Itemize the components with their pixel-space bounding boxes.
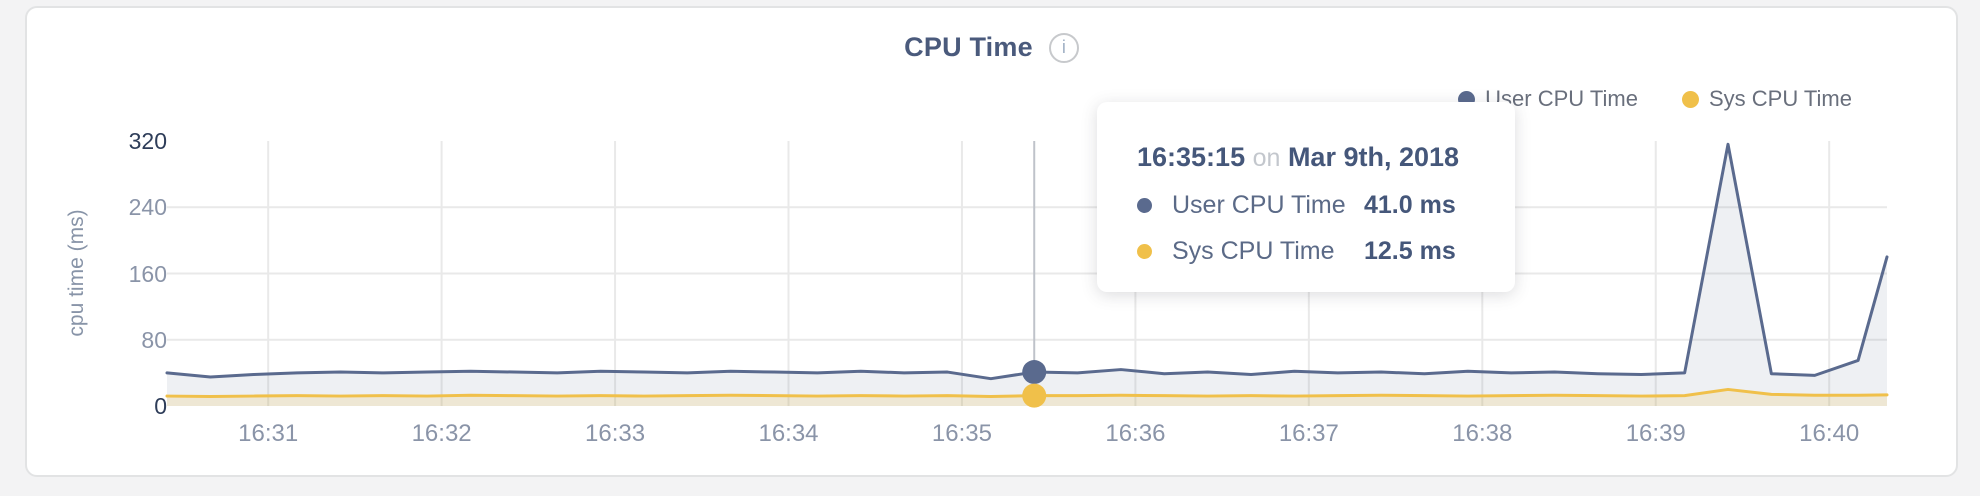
- x-tick-label: 16:38: [1452, 420, 1513, 447]
- x-tick-label: 16:31: [238, 420, 299, 447]
- tooltip-row-label: User CPU Time: [1172, 190, 1346, 219]
- legend-item-sys-cpu-time[interactable]: Sys CPU Time: [1681, 86, 1852, 112]
- x-tick-label: 16:36: [1105, 420, 1166, 447]
- y-tick-label: 320: [128, 128, 167, 154]
- x-tick-label: 16:35: [931, 420, 992, 447]
- tooltip-row-label: Sys CPU Time: [1172, 236, 1335, 265]
- x-tick-label: 16:39: [1625, 420, 1686, 447]
- info-icon[interactable]: i: [1048, 32, 1079, 63]
- page-title: CPU Time: [904, 32, 1033, 62]
- x-tick-label: 16:40: [1799, 420, 1860, 447]
- legend-label: Sys CPU Time: [1708, 86, 1852, 111]
- tooltip-row-sys: Sys CPU Time 12.5 ms: [1137, 235, 1485, 267]
- chart-card: CPU Time i User CPU Time Sys CPU Time cpu…: [25, 6, 1958, 477]
- y-tick-label: 0: [154, 393, 167, 419]
- x-tick-label: 16:37: [1278, 420, 1339, 447]
- highlight-dot-sys: [1022, 383, 1047, 408]
- legend: User CPU Time Sys CPU Time: [1458, 86, 1852, 112]
- chart-plot-area[interactable]: [165, 141, 1889, 408]
- user-cpu-time-area: [167, 144, 1887, 406]
- tooltip-time: 16:35:15: [1137, 142, 1246, 172]
- sys-series-dot: [1137, 243, 1152, 259]
- y-tick-label: 80: [141, 326, 167, 353]
- user-series-dot: [1137, 197, 1152, 213]
- tooltip-title: 16:35:15 on Mar 9th, 2018: [1137, 140, 1485, 175]
- tooltip-row-user: User CPU Time 41.0 ms: [1137, 189, 1485, 221]
- tooltip-connector: on: [1252, 144, 1281, 172]
- legend-dot: [1681, 90, 1699, 108]
- chart-tooltip: 16:35:15 on Mar 9th, 2018 User CPU Time …: [1097, 102, 1515, 292]
- tooltip-row-value: 12.5 ms: [1364, 236, 1456, 265]
- y-tick-label: 240: [128, 194, 167, 221]
- tooltip-date: Mar 9th, 2018: [1287, 142, 1460, 172]
- x-tick-label: 16:33: [585, 420, 646, 447]
- highlight-dot-user: [1022, 360, 1047, 385]
- title-row: CPU Time i: [27, 32, 1956, 63]
- x-tick-label: 16:32: [411, 420, 472, 447]
- user-cpu-time-line: [165, 142, 1889, 381]
- tooltip-row-value: 41.0 ms: [1364, 190, 1456, 219]
- x-tick-label: 16:34: [758, 420, 819, 447]
- y-tick-label: 160: [128, 260, 167, 287]
